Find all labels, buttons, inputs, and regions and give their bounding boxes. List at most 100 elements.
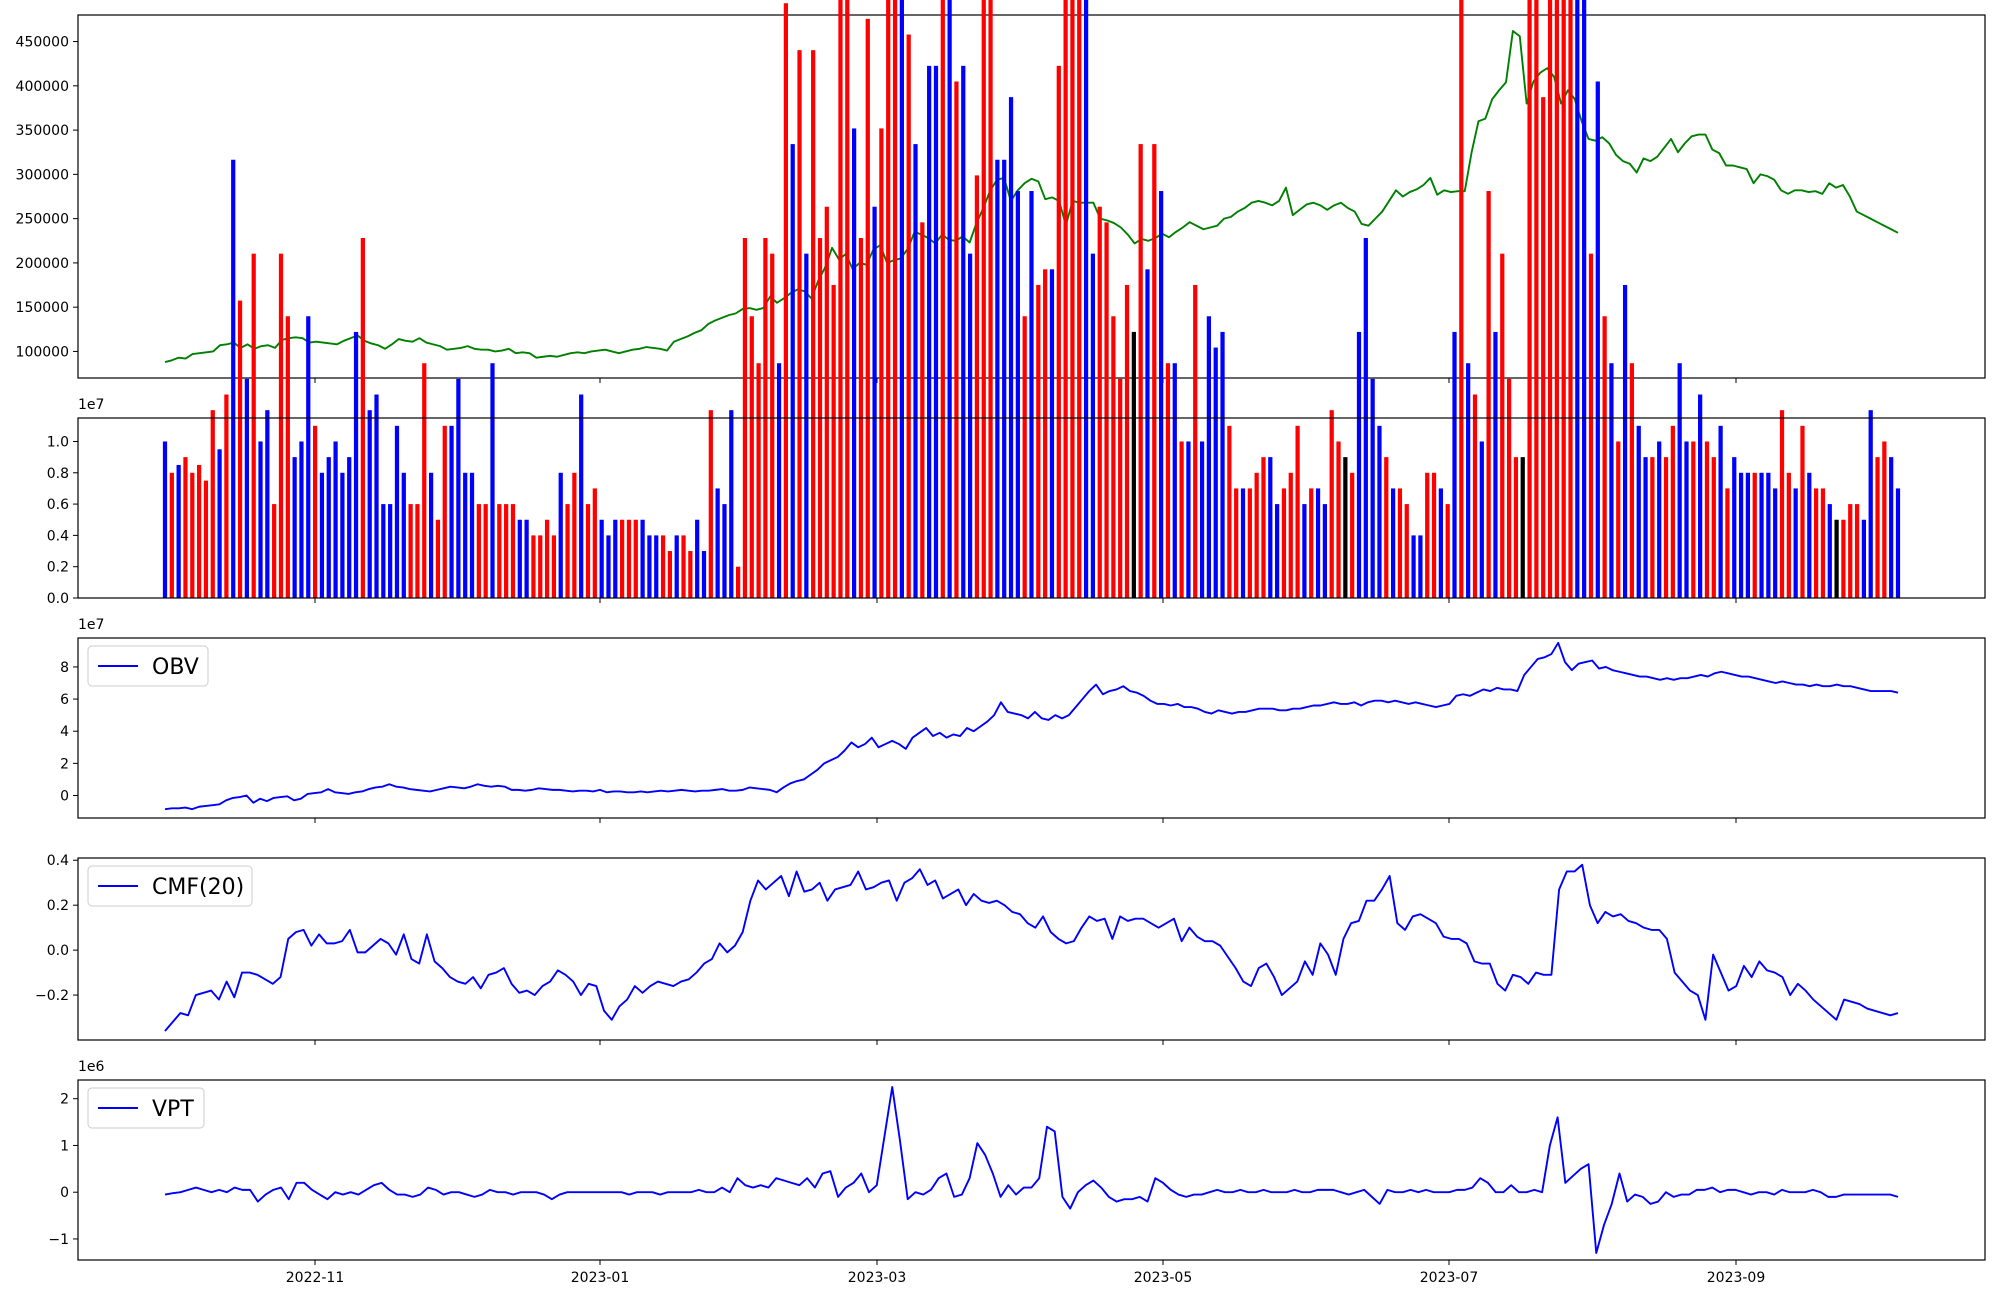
volume-bar [1431,472,1437,598]
volume-bar [640,519,645,598]
volume-bar [1773,488,1778,598]
vpt-axes-frame [77,1079,1986,1261]
volume-bar [1554,0,1559,599]
volume-bar [367,410,372,598]
y-tick-label: −0.2 [35,988,69,1004]
volume-bar [463,472,468,598]
y-tick-label: 100000 [16,344,69,360]
volume-bar [845,0,850,598]
volume-bar [1172,363,1177,598]
volume-bar [1124,284,1130,598]
volume-bar [1752,472,1757,598]
volume-bar [265,410,270,598]
volume-bar [1193,284,1198,598]
volume-bar [565,504,570,598]
volume-bar [1022,316,1027,598]
axis-exponent-label: 1e6 [78,1059,105,1075]
volume-bar [1663,457,1669,598]
volume-bar [1438,488,1443,598]
volume-bar [1500,253,1505,598]
volume-bar [776,363,782,598]
obv-panel: 8 6 4 2 0 1e7 OBV [60,617,1986,823]
volume-bar [203,480,209,598]
volume-bar [1616,441,1621,598]
volume-bar [217,449,222,598]
volume-bar [1459,0,1464,598]
y-tick-label: 4 [60,724,69,740]
volume-bar [497,504,502,598]
volume-bar [1425,472,1430,598]
volume-bar [585,504,591,598]
volume-bar [258,441,263,598]
volume-bar [1152,144,1157,598]
volume-bar [278,253,284,598]
volume-bar [988,0,993,598]
vpt-legend: VPT [87,1087,205,1129]
y-tick-label: 2 [60,756,69,772]
volume-bar [1718,425,1723,598]
volume-bar [285,316,290,598]
volume-bar [435,519,441,598]
volume-bar [1493,331,1498,598]
volume-bar [197,464,202,598]
obv-legend: OBV [87,645,209,687]
volume-bar [1322,504,1327,598]
volume-bar [299,441,304,598]
volume-bar [483,504,488,598]
x-tick-label: 2023-09 [1707,1270,1766,1286]
volume-bar [660,535,666,598]
volume-bar [1472,394,1478,598]
volume-bar [422,363,427,598]
volume-bar [1868,410,1873,598]
volume-bar [1240,488,1246,598]
volume-bar [1814,488,1819,598]
axis-exponent-label: 1e7 [78,397,104,413]
vpt-panel: 2 1 0 −1 1e6 VPT 2022-11 2023-01 2023-03 2023-05 2… [48,1059,1986,1286]
x-tick-label: 2023-03 [848,1270,907,1286]
vpt-line [164,1086,1899,1254]
volume-bar [1302,504,1307,598]
volume-bar [1527,0,1532,598]
volume-bar [1513,457,1519,598]
volume-bar [1520,457,1525,598]
volume-bar [790,144,795,598]
volume-bar [886,0,891,598]
volume-bar [1418,535,1423,598]
volume-bar [667,551,672,598]
volume-bar [927,65,932,598]
volume-bar [729,410,734,598]
volume-bar [872,206,877,598]
volume-bar [1534,0,1539,599]
volume-bar [756,363,761,598]
volume-bar [1691,441,1696,598]
volume-bar [1315,488,1321,598]
volume-bar [1684,441,1689,598]
y-tick-label: 250000 [16,212,69,228]
volume-bar [190,472,195,598]
volume-bar [1636,425,1641,598]
volume-bar [851,128,857,598]
legend-label: OBV [152,655,199,680]
volume-bar [1820,488,1826,598]
volume-bar [476,504,481,598]
volume-bar [1397,488,1403,598]
legend-label: CMF(20) [152,875,244,900]
volume-bar [1834,519,1839,598]
volume-bar [1254,472,1259,598]
y-tick-label: 350000 [16,123,69,139]
volume-bar [1036,284,1041,598]
y-tick-label: 2 [60,1092,69,1108]
y-tick-label: 0.2 [47,898,69,914]
volume-bar [1766,472,1771,598]
volume-bar [865,18,870,599]
volume-bar [510,504,516,598]
x-tick-label: 2023-05 [1134,1270,1193,1286]
volume-bar [1609,363,1614,598]
y-tick-label: 0.8 [47,466,69,482]
volume-bar [388,504,393,598]
volume-bar [224,394,229,598]
volume-bar [312,425,318,598]
volume-bar [169,472,174,598]
volume-bar [1629,363,1635,598]
